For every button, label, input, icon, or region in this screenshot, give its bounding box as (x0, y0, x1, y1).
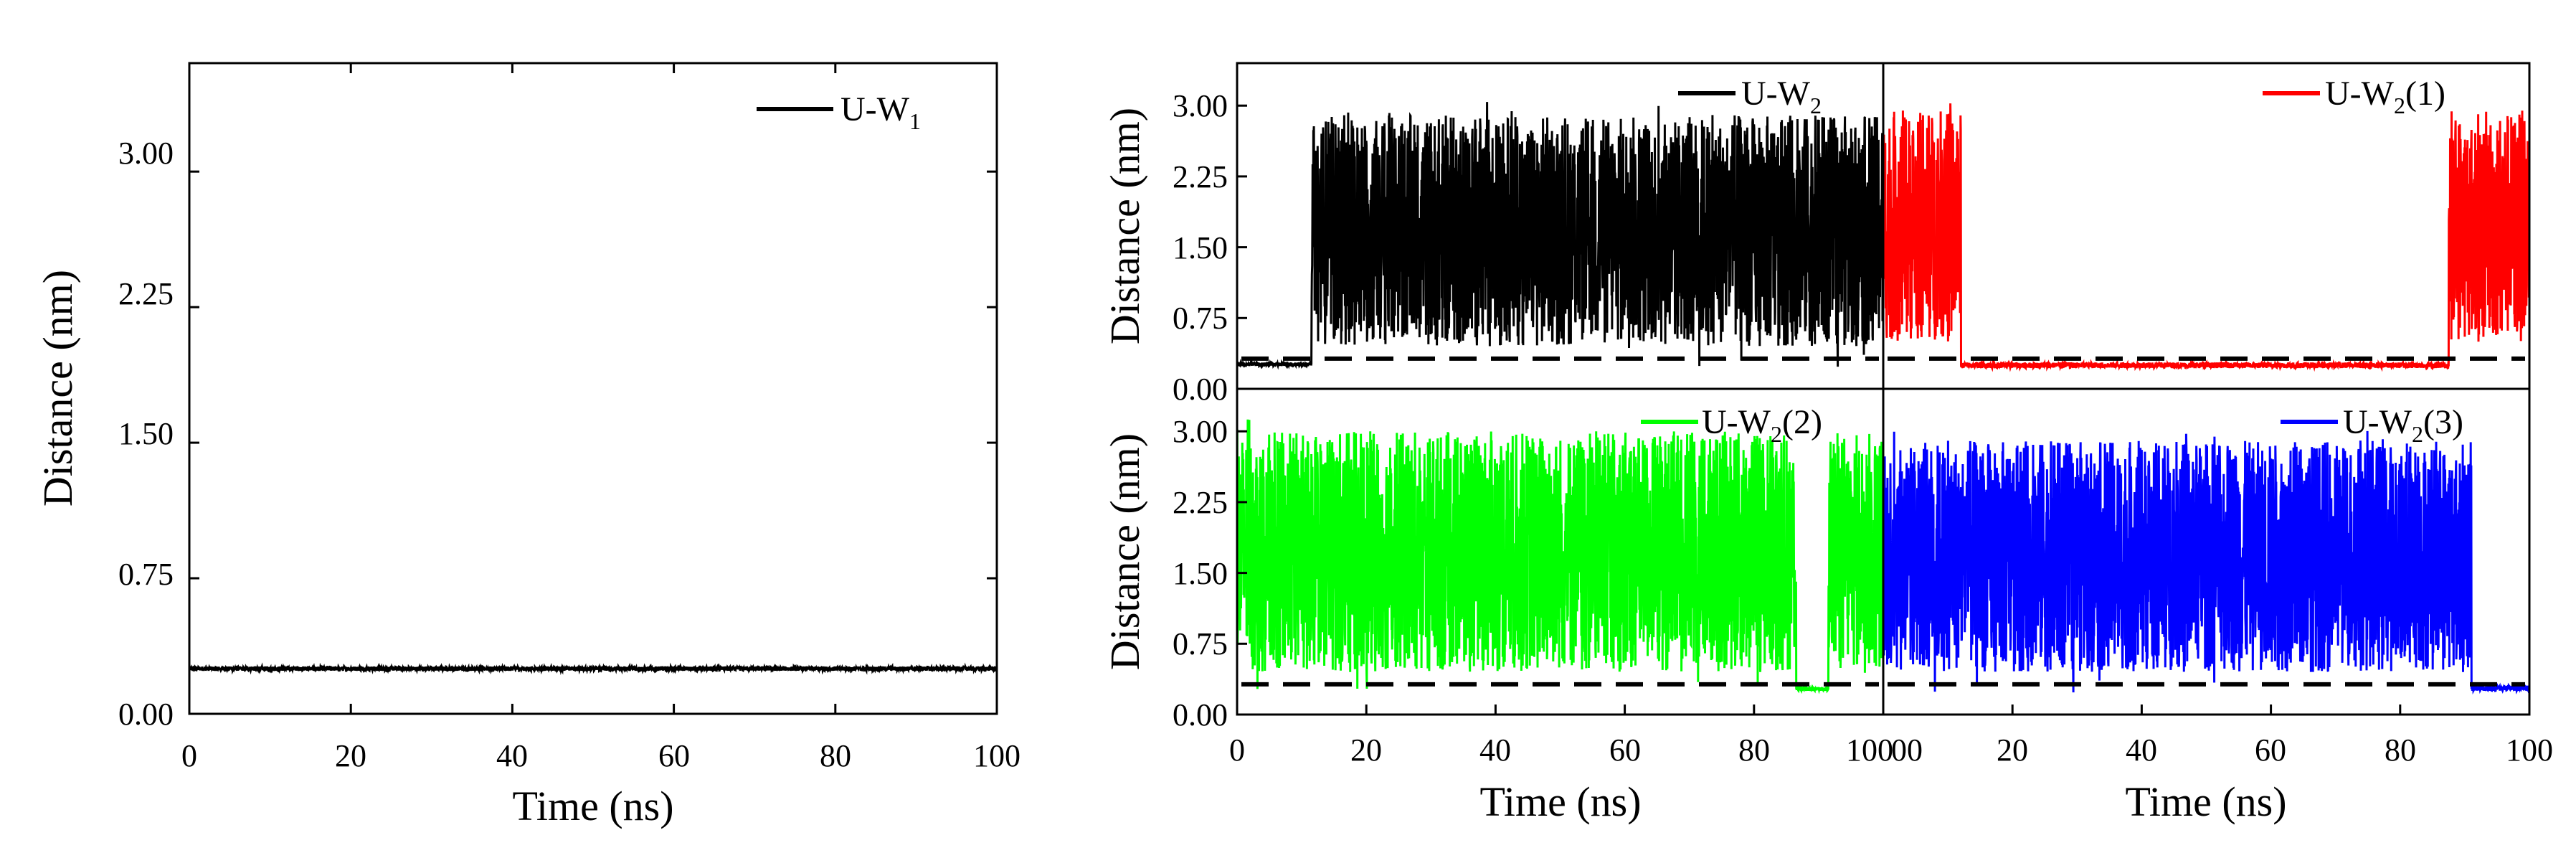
left-legend-label: U-W1 (840, 90, 921, 134)
left-panel: 0.00 0.75 1.50 2.25 3.00 0 20 40 60 80 1… (34, 62, 1021, 829)
r2-y-tick-label: 2.25 (1173, 485, 1228, 520)
left-x-tick-label: 60 (658, 738, 690, 773)
r2-x-tick-label: 80 (1738, 732, 1770, 768)
r3-x-tick-label: 60 (2255, 732, 2286, 768)
r0-y-tick-label: 0.75 (1173, 301, 1228, 336)
left-y-tick-label: 3.00 (118, 136, 174, 171)
r3-x-tick-label: 00 (1891, 732, 1923, 768)
r2-y-tick-label: 3.00 (1173, 414, 1228, 449)
series-u-w1-line (189, 662, 997, 675)
r0-y-tick-label: 2.25 (1173, 159, 1228, 194)
r3-x-tick-label: 100 (2506, 732, 2553, 768)
left-x-tick-label: 80 (820, 738, 851, 773)
r0-y-tick-label: 0.00 (1173, 372, 1228, 407)
r0-y-axis-title: Distance (nm) (1102, 108, 1148, 344)
left-x-tick-label: 0 (181, 738, 197, 773)
r2-x-tick-label: 40 (1479, 732, 1511, 768)
left-y-tick-label: 0.75 (118, 557, 174, 592)
r0-y-tick-label: 3.00 (1173, 88, 1228, 123)
left-plot-frame (188, 62, 998, 715)
right-panel-group: 0.00 0.75 1.50 2.25 3.00 0.00 0.75 1.50 … (1102, 62, 2553, 825)
r0-y-tick-label: 1.50 (1173, 230, 1228, 265)
left-y-tick-label: 1.50 (118, 416, 174, 451)
r3-x-axis-title: Time (ns) (2125, 778, 2286, 825)
left-y-tick-label: 2.25 (118, 276, 174, 311)
left-y-tick-label: 0.00 (118, 697, 174, 732)
series-u-w2-2-line (1237, 419, 1883, 694)
left-x-tick-label: 40 (496, 738, 528, 773)
r0-legend-label: U-W2 (1741, 75, 1822, 118)
left-x-tick-label: 20 (335, 738, 366, 773)
r2-legend-label: U-W2(2) (1702, 403, 1822, 447)
r2-x-axis-title: Time (ns) (1479, 778, 1641, 825)
r2-y-tick-label: 1.50 (1173, 556, 1228, 591)
left-ticks (188, 63, 998, 715)
series-u-w2-line (1237, 102, 1883, 370)
r3-legend-label: U-W2(3) (2343, 403, 2463, 447)
left-y-axis-title: Distance (nm) (34, 270, 81, 506)
r2-y-tick-label: 0.00 (1173, 697, 1228, 732)
r3-x-tick-label: 20 (1997, 732, 2028, 768)
r2-y-tick-label: 0.75 (1173, 626, 1228, 661)
series-u-w2-1-line (1883, 103, 2529, 372)
series-u-w2-3-line (1883, 430, 2529, 694)
r2-y-axis-title: Distance (nm) (1102, 433, 1148, 670)
r2-x-tick-label: 60 (1609, 732, 1641, 768)
r2-x-tick-label: 100 (1846, 732, 1893, 768)
right-ticks (1236, 104, 2531, 716)
r3-x-tick-label: 40 (2126, 732, 2157, 768)
r1-legend-label: U-W2(1) (2325, 75, 2445, 118)
r3-x-tick-label: 80 (2385, 732, 2416, 768)
r2-x-tick-label: 20 (1350, 732, 1382, 768)
left-x-axis-title: Time (ns) (512, 783, 673, 829)
r2-x-tick-label: 0 (1229, 732, 1245, 768)
left-x-tick-label: 100 (973, 738, 1021, 773)
